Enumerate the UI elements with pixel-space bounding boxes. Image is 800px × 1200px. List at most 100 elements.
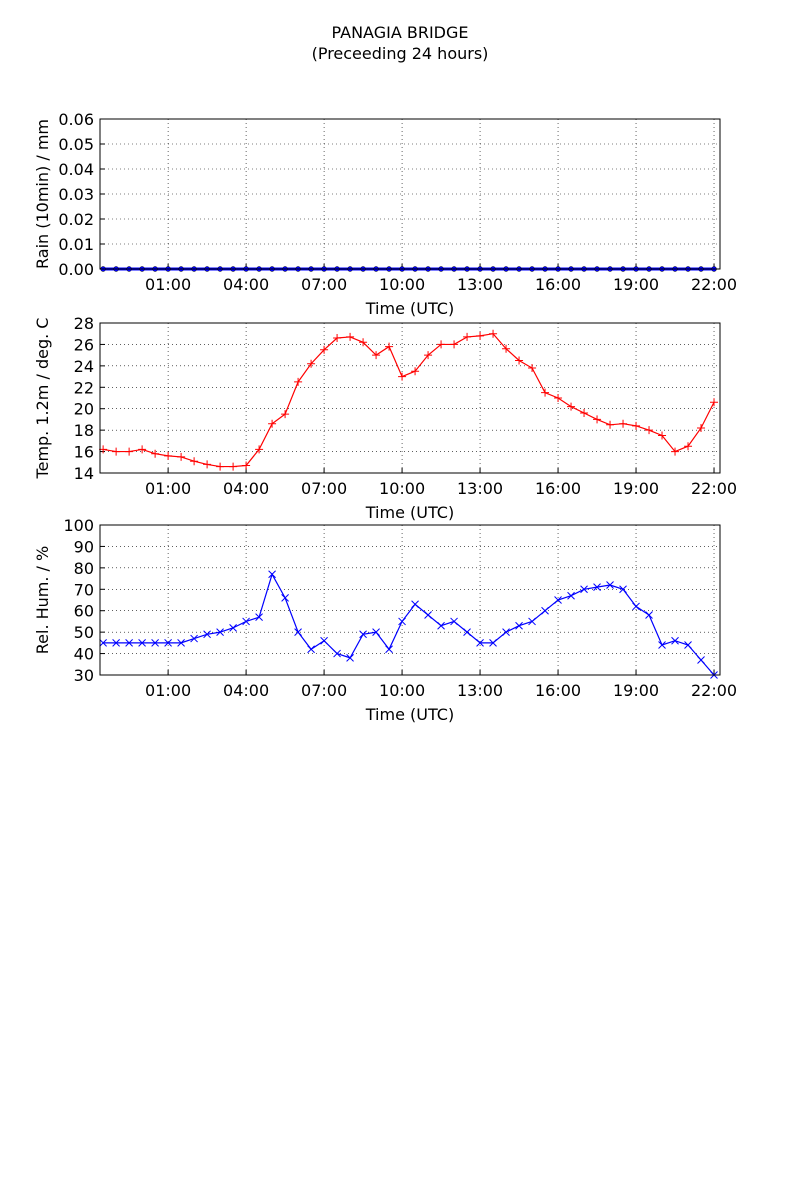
marker	[593, 415, 602, 424]
marker	[307, 359, 316, 368]
y-tick-label: 40	[74, 645, 94, 664]
x-tick-label: 07:00	[301, 681, 347, 700]
marker	[242, 461, 251, 470]
marker	[476, 331, 485, 340]
y-tick-label: 18	[74, 421, 94, 440]
marker	[385, 645, 393, 654]
marker	[151, 449, 160, 458]
y-tick-label: 90	[74, 537, 94, 556]
marker	[463, 332, 472, 341]
y-tick-label: 20	[74, 400, 94, 419]
marker	[307, 645, 315, 654]
x-tick-label: 10:00	[379, 681, 425, 700]
y-tick-label: 30	[74, 666, 94, 685]
x-axis-label: Time (UTC)	[365, 705, 454, 724]
marker	[619, 585, 627, 594]
marker	[281, 594, 289, 602]
x-tick-label: 19:00	[613, 275, 659, 294]
marker	[177, 452, 186, 461]
marker	[177, 639, 185, 647]
marker	[359, 338, 368, 347]
series-line	[103, 572, 715, 676]
x-tick-label: 01:00	[145, 479, 191, 498]
marker	[203, 630, 211, 639]
marker	[554, 596, 562, 604]
x-axis-label: Time (UTC)	[365, 299, 454, 318]
marker	[372, 628, 380, 636]
marker	[99, 639, 107, 647]
y-tick-label: 80	[74, 559, 94, 578]
x-tick-label: 13:00	[457, 681, 503, 700]
marker	[697, 424, 706, 432]
marker	[658, 431, 667, 440]
marker	[437, 621, 445, 630]
marker	[684, 442, 693, 451]
marker	[190, 634, 198, 643]
marker	[593, 583, 601, 591]
marker	[606, 420, 615, 429]
y-tick-label: 14	[74, 464, 94, 483]
y-tick-label: 16	[74, 443, 94, 462]
marker	[242, 617, 250, 626]
marker	[320, 345, 329, 354]
y-tick-label: 0.03	[58, 185, 94, 204]
y-tick-label: 24	[74, 357, 94, 376]
marker	[658, 641, 666, 649]
y-tick-label: 0.02	[58, 210, 94, 229]
marker	[567, 591, 575, 600]
y-tick-label: 50	[74, 623, 94, 642]
marker	[684, 641, 692, 649]
x-tick-label: 16:00	[535, 479, 581, 498]
marker	[203, 460, 212, 469]
marker	[294, 628, 302, 636]
y-tick-label: 0.00	[58, 260, 94, 279]
marker	[411, 600, 419, 609]
marker	[229, 462, 238, 471]
y-tick-label: 0.04	[58, 160, 94, 179]
marker	[216, 628, 224, 636]
marker	[554, 394, 563, 402]
marker	[528, 617, 536, 626]
marker	[255, 445, 264, 454]
marker	[541, 388, 550, 397]
figure-title: PANAGIA BRIDGE	[332, 23, 469, 42]
marker	[294, 377, 303, 386]
marker	[671, 447, 680, 456]
x-tick-label: 22:00	[691, 479, 737, 498]
y-tick-label: 22	[74, 378, 94, 397]
marker	[359, 630, 367, 639]
marker	[164, 639, 172, 647]
y-tick-label: 100	[63, 516, 94, 535]
marker	[255, 613, 263, 621]
marker	[489, 329, 498, 338]
marker	[606, 581, 614, 589]
x-tick-label: 16:00	[535, 275, 581, 294]
y-axis-label: Temp. 1.2m / deg. C	[33, 318, 52, 480]
marker	[372, 351, 381, 360]
marker	[346, 332, 355, 341]
x-tick-label: 22:00	[691, 275, 737, 294]
marker	[151, 639, 159, 647]
y-tick-label: 26	[74, 335, 94, 354]
marker	[541, 606, 549, 615]
marker	[268, 419, 277, 428]
marker	[346, 654, 354, 662]
marker	[515, 621, 523, 630]
marker	[710, 398, 719, 407]
x-tick-label: 10:00	[379, 479, 425, 498]
marker	[216, 462, 225, 471]
y-axis-label: Rain (10min) / mm	[33, 119, 52, 269]
x-tick-label: 01:00	[145, 681, 191, 700]
marker	[424, 351, 433, 360]
x-tick-label: 10:00	[379, 275, 425, 294]
marker	[320, 636, 328, 645]
x-tick-label: 16:00	[535, 681, 581, 700]
marker	[645, 426, 654, 435]
marker	[502, 628, 510, 636]
marker	[502, 344, 511, 353]
x-tick-label: 01:00	[145, 275, 191, 294]
marker	[125, 639, 133, 647]
marker	[619, 419, 628, 428]
figure-subtitle: (Preceeding 24 hours)	[312, 44, 489, 63]
